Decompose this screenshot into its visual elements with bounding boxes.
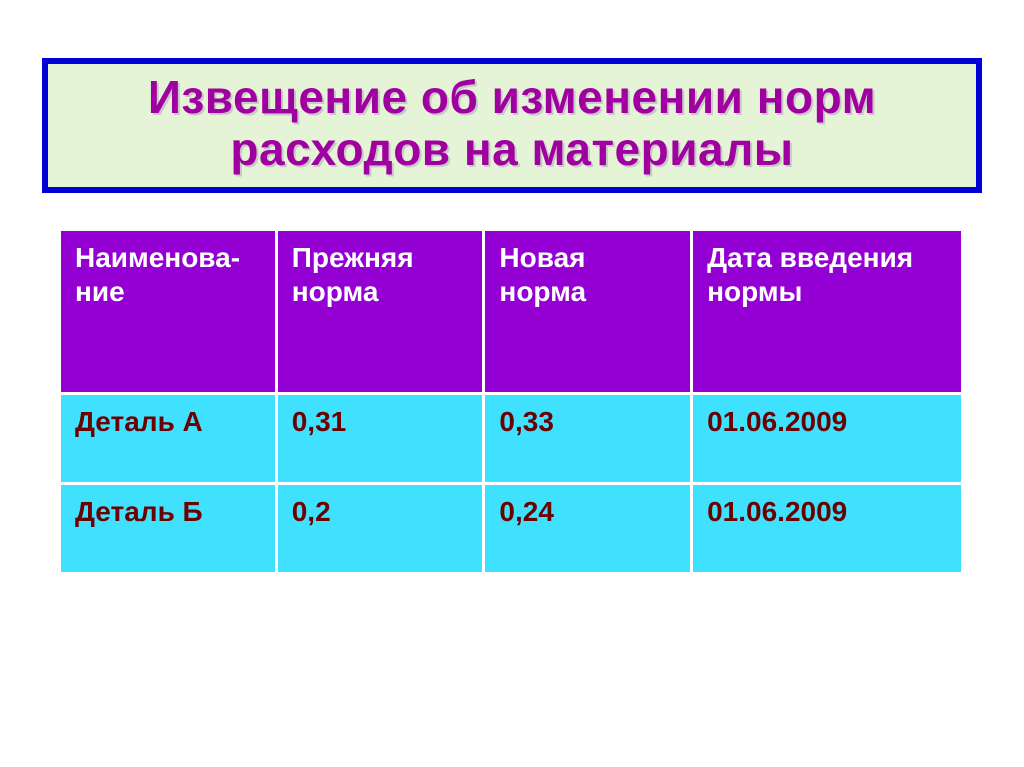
cell-new: 0,24 [484, 484, 692, 574]
cell-new: 0,33 [484, 394, 692, 484]
cell-old: 0,31 [276, 394, 484, 484]
table-row: Деталь Б 0,2 0,24 01.06.2009 [60, 484, 963, 574]
title-line-1: Извещение об изменении норм [60, 72, 964, 124]
norms-table: Наименова-ние Прежняя норма Новая норма … [58, 228, 964, 575]
cell-date: 01.06.2009 [692, 484, 963, 574]
col-header-date: Дата введения нормы [692, 230, 963, 394]
cell-name: Деталь А [60, 394, 277, 484]
col-header-old-norm: Прежняя норма [276, 230, 484, 394]
title-line-2: расходов на материалы [60, 124, 964, 176]
table-row: Деталь А 0,31 0,33 01.06.2009 [60, 394, 963, 484]
cell-name: Деталь Б [60, 484, 277, 574]
col-header-new-norm: Новая норма [484, 230, 692, 394]
slide: Извещение об изменении норм расходов на … [0, 0, 1024, 767]
cell-old: 0,2 [276, 484, 484, 574]
table-header-row: Наименова-ние Прежняя норма Новая норма … [60, 230, 963, 394]
title-box: Извещение об изменении норм расходов на … [42, 58, 982, 193]
cell-date: 01.06.2009 [692, 394, 963, 484]
col-header-name: Наименова-ние [60, 230, 277, 394]
